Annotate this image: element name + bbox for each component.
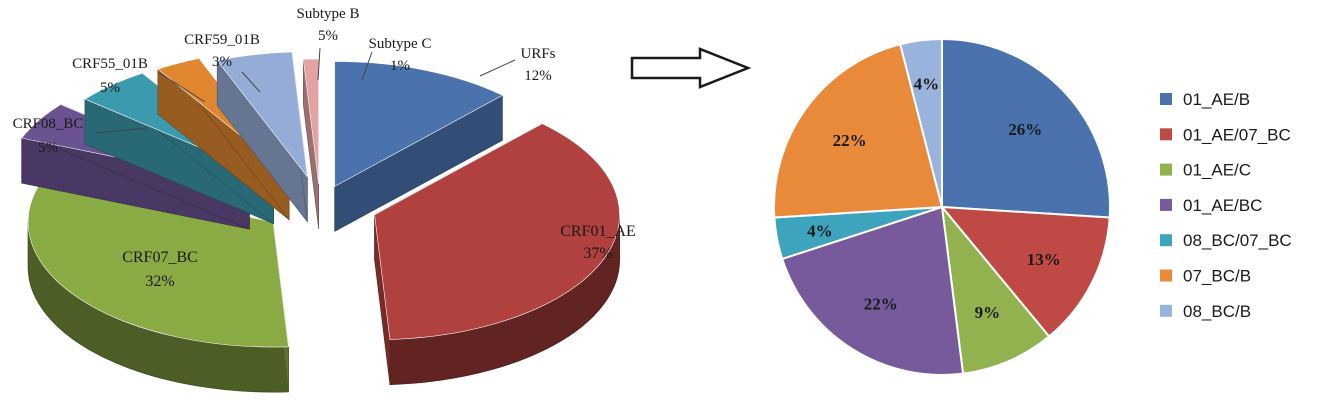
- legend-label: 01_AE/07_BC: [1183, 125, 1291, 144]
- legend-swatch: [1160, 128, 1172, 141]
- slice-label: URFs: [520, 46, 555, 62]
- legend-label: 01_AE/C: [1183, 161, 1251, 180]
- slice-01-ae-bc: [780, 205, 965, 376]
- slice-01-ae-c: [940, 203, 1051, 375]
- slice-percent-label: 5%: [38, 140, 58, 156]
- slice-urfs: [334, 61, 504, 232]
- slice-percent-label: 22%: [864, 294, 898, 313]
- legend-item-07-bc-b: 07_BC/B: [1160, 267, 1251, 286]
- slice-percent-label: 9%: [975, 303, 1001, 322]
- slice-percent-label: 3%: [212, 54, 232, 70]
- leader-line: [95, 127, 149, 134]
- legend-label: 08_BC/07_BC: [1183, 231, 1292, 250]
- legend-swatch: [1160, 198, 1172, 211]
- slice-percent-label: 4%: [807, 221, 833, 240]
- legend-item-01-ae-07-bc: 01_AE/07_BC: [1160, 125, 1291, 144]
- pie-chart: 26% 13% 9% 22% 4% 22% 4%: [772, 37, 1112, 376]
- slice-label: Subtype C: [369, 36, 432, 52]
- leader-line: [361, 51, 373, 81]
- leader-line: [241, 71, 261, 93]
- leader-line: [317, 47, 321, 81]
- slice-subtype-b: [216, 51, 308, 223]
- exploded-3d-pie-chart: URFs 12% CRF01_AE 37% CRF07_BC 32% CRF08_BC 5% C…: [13, 6, 636, 393]
- legend-swatch: [1160, 93, 1172, 105]
- legend-swatch: [1160, 304, 1172, 317]
- slice-label: CRF08_BC: [13, 116, 84, 132]
- legend-item-01-ae-c: 01_AE/C: [1160, 161, 1251, 180]
- leader-line: [157, 71, 206, 103]
- slice-percent-label: 5%: [100, 80, 120, 96]
- slice-percent-label: 26%: [1008, 120, 1042, 139]
- slice-percent-label: 4%: [914, 75, 940, 94]
- slice-07-bc-b: [772, 43, 944, 219]
- slice-percent-label: 5%: [318, 28, 338, 44]
- right-arrow-icon: [630, 47, 752, 89]
- slice-percent-label: 13%: [1027, 250, 1061, 269]
- legend-label: 08_BC/B: [1183, 302, 1251, 321]
- slice-01-ae-b: [941, 37, 1112, 219]
- legend-swatch: [1160, 234, 1172, 247]
- slice-percent-label: 22%: [833, 131, 867, 150]
- slice-label: CRF59_01B: [184, 32, 260, 48]
- slice-label: Subtype B: [297, 6, 360, 22]
- slice-percent-label: 32%: [145, 273, 174, 290]
- slice-percent-label: 37%: [583, 245, 612, 262]
- legend: 01_AE/B 01_AE/07_BC 01_AE/C 01_AE/BC 08_BC/0…: [1160, 90, 1292, 321]
- slice-08-bc-b: [899, 37, 943, 208]
- slice-label: CRF07_BC: [122, 249, 198, 266]
- legend-swatch: [1160, 269, 1172, 282]
- legend-label: 01_AE/BC: [1183, 196, 1262, 215]
- slice-percent-label: 12%: [524, 68, 552, 84]
- leader-line: [479, 59, 516, 77]
- slice-label: CRF55_01B: [72, 56, 148, 72]
- slice-01-ae-07-bc: [939, 205, 1111, 338]
- legend-item-08-bc-07-bc: 08_BC/07_BC: [1160, 231, 1292, 250]
- legend-label: 07_BC/B: [1183, 267, 1251, 286]
- slice-crf01-ae: [374, 123, 620, 385]
- legend-label: 01_AE/B: [1183, 90, 1250, 109]
- legend-item-01-ae-b: 01_AE/B: [1160, 90, 1250, 109]
- legend-item-08-bc-b: 08_BC/B: [1160, 302, 1251, 321]
- slice-subtype-c: [302, 58, 319, 230]
- slice-label: CRF01_AE: [560, 223, 636, 240]
- legend-swatch: [1160, 163, 1172, 176]
- slice-percent-label: 1%: [390, 58, 410, 74]
- legend-item-01-ae-bc: 01_AE/BC: [1160, 196, 1262, 215]
